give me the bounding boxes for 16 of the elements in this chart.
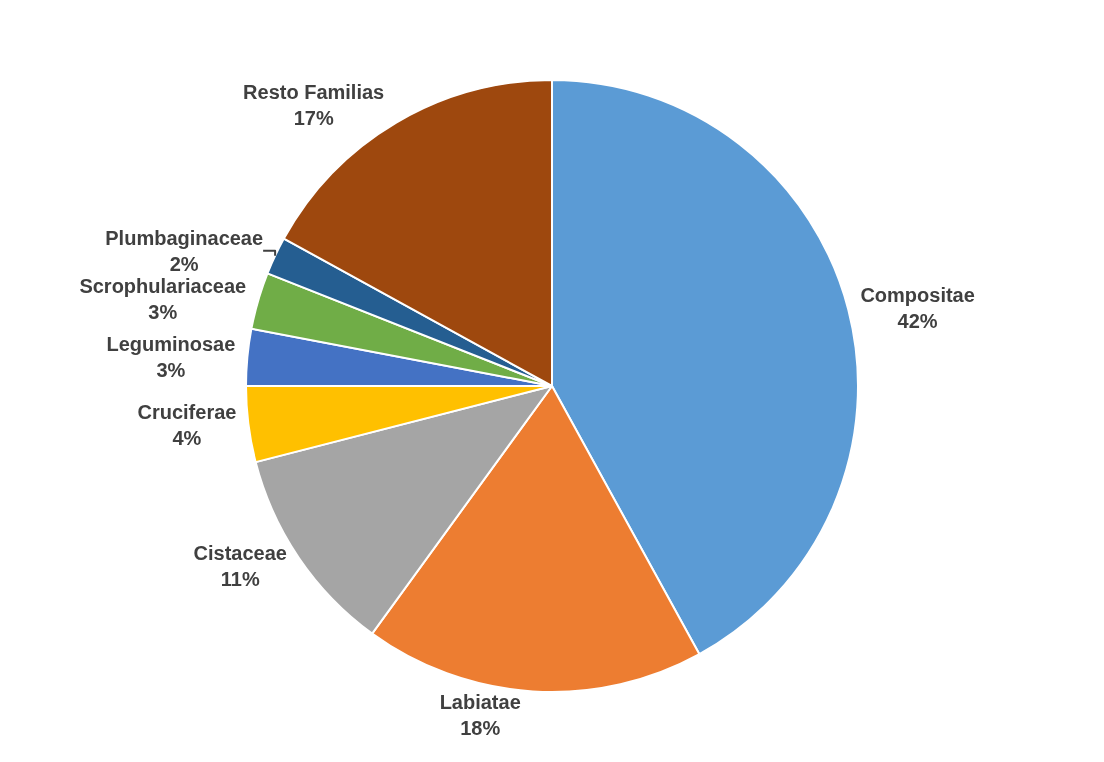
slice-label: Resto Familias bbox=[243, 80, 385, 103]
data-label: 11% bbox=[220, 567, 260, 590]
slice-label: Leguminosae bbox=[106, 332, 236, 355]
slice-label: Scrophulariaceae bbox=[79, 274, 247, 297]
slice-label: Compositae bbox=[860, 284, 975, 307]
slice-label: Plumbaginaceae bbox=[105, 226, 264, 249]
slice-label: Cistaceae bbox=[193, 541, 287, 564]
data-label: 42% bbox=[897, 310, 938, 333]
data-label: 3% bbox=[156, 358, 186, 381]
slice-label: Cruciferae bbox=[137, 400, 237, 423]
data-label: 3% bbox=[148, 300, 178, 323]
data-label: 2% bbox=[169, 252, 199, 275]
data-label: 18% bbox=[460, 717, 501, 740]
data-label: 4% bbox=[172, 426, 202, 449]
slice-label: Labiatae bbox=[439, 691, 521, 714]
data-label: 17% bbox=[293, 106, 334, 129]
